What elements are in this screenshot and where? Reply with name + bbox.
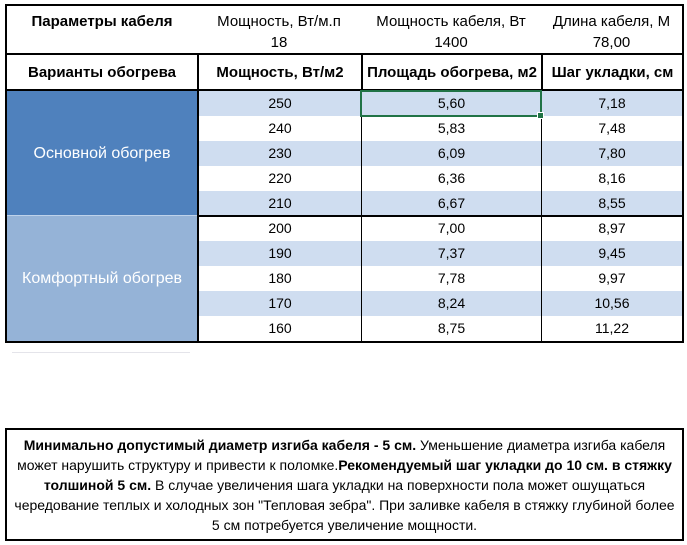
table-cell[interactable]: 7,37 [361,241,541,266]
table-cell[interactable]: 6,09 [361,141,541,166]
gridline-artifact [12,352,190,353]
param-item-cell[interactable]: Мощность, Вт/м.п 18 [197,6,361,53]
table-cell[interactable]: 8,97 [541,216,682,241]
column-header-cell[interactable]: Шаг укладки, см [541,55,682,89]
table-cell[interactable]: 7,80 [541,141,682,166]
section-label-cell[interactable]: Основной обогрев [7,91,197,216]
table-cell[interactable]: 200 [197,216,361,241]
column-header-cell[interactable]: Варианты обогрева [28,63,176,81]
table-cell[interactable]: 240 [197,116,361,141]
table-cell[interactable]: 5,83 [361,116,541,141]
table-cell[interactable]: 10,56 [541,291,682,316]
note-text-segment: Минимально допустимый диаметр изгиба каб… [23,437,417,453]
section-label-cell[interactable]: Комфортный обогрев [7,216,197,341]
param-value[interactable]: 1400 [434,34,468,51]
param-value[interactable]: 78,00 [592,34,631,51]
param-label: Мощность кабеля, Вт [376,13,526,30]
param-item-cell[interactable]: Длина кабеля, М 78,00 [541,6,682,53]
note-text-segment: Уменьшение диаметра изгиба кабеля может … [17,437,666,473]
column-header-cell[interactable]: Мощность, Вт/м2 [197,55,361,89]
note-box: Минимально допустимый диаметр изгиба каб… [5,428,684,541]
table-header-row: Варианты обогрева Мощность, Вт/м2 Площадь … [7,53,682,91]
fill-handle[interactable] [537,112,544,119]
param-value[interactable]: 18 [270,34,288,51]
table-cell[interactable]: 9,45 [541,241,682,266]
table-cell[interactable]: 220 [197,166,361,191]
table-cell[interactable]: 8,24 [361,291,541,316]
cable-params-title[interactable]: Параметры кабеля [31,13,173,30]
table-data-grid: Основной обогрев 250 5,60 7,18 240 5,83 7,48 23… [7,90,682,341]
table-cell[interactable]: 7,00 [361,216,541,241]
cable-calc-table: Параметры кабеля Мощность, Вт/м.п 18 Мощно… [5,4,684,343]
note-text-segment: Рекомендуемый шаг укладки до 10 см. в ст… [43,457,672,493]
selected-cell[interactable]: 5,60 [360,90,544,119]
column-header-cell[interactable]: Площадь обогрева, м2 [361,55,541,89]
table-cell[interactable]: 6,36 [361,166,541,191]
table-cell[interactable]: 7,78 [361,266,541,291]
table-cell[interactable]: 230 [197,141,361,166]
table-cell[interactable]: 190 [197,241,361,266]
table-cell[interactable]: 8,75 [361,316,541,341]
table-cell[interactable]: 180 [197,266,361,291]
table-cell[interactable]: 7,18 [541,91,682,116]
table-cell[interactable]: 170 [197,291,361,316]
table-cell[interactable]: 8,55 [541,191,682,216]
section-label-divider-line [7,215,197,216]
param-item-cell[interactable]: Мощность кабеля, Вт 1400 [361,6,541,53]
table-cell[interactable]: 250 [197,91,361,116]
table-cell[interactable]: 11,22 [541,316,682,341]
param-label: Длина кабеля, М [552,13,671,30]
table-cell[interactable]: 9,97 [541,266,682,291]
table-cell[interactable]: 160 [197,316,361,341]
cable-params-section: Параметры кабеля Мощность, Вт/м.п 18 Мощно… [7,6,682,53]
param-label: Мощность, Вт/м.п [217,13,341,30]
section-divider-line [197,215,682,217]
table-cell[interactable]: 210 [197,191,361,216]
table-cell[interactable]: 7,48 [541,116,682,141]
table-cell[interactable]: 6,67 [361,191,541,216]
note-text-segment: В случае увеличения шага укладки на пове… [14,477,675,533]
table-cell[interactable]: 8,16 [541,166,682,191]
